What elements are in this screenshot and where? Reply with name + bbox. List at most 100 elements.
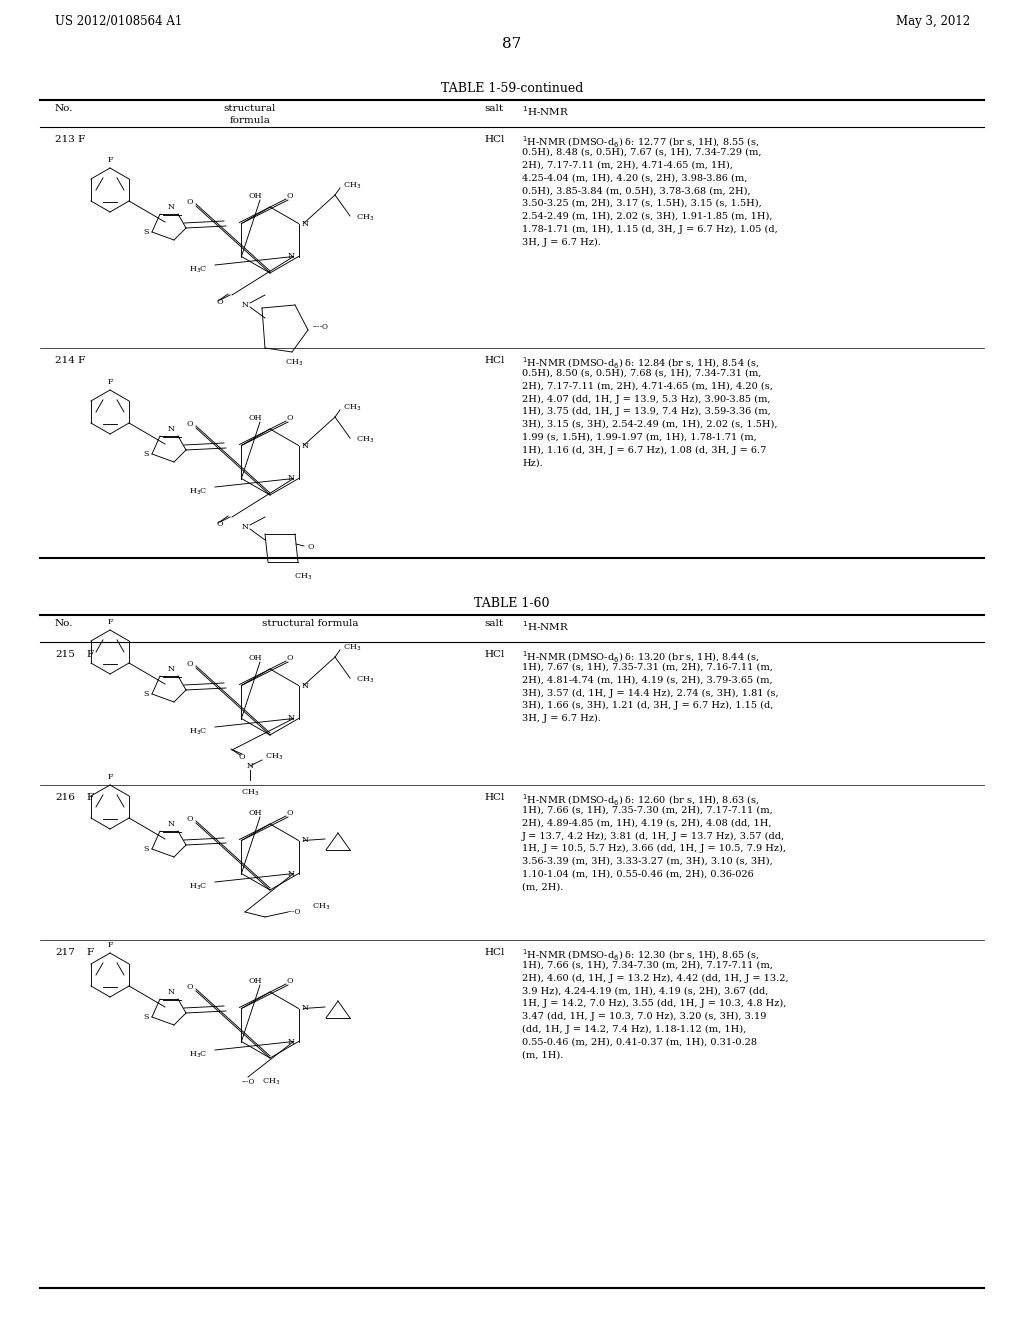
Text: O: O — [217, 520, 223, 528]
Text: 87: 87 — [503, 37, 521, 51]
Text: F: F — [108, 618, 113, 626]
Text: HCl: HCl — [484, 135, 505, 144]
Text: N: N — [168, 425, 174, 433]
Text: CH$_3$: CH$_3$ — [343, 643, 361, 653]
Text: F: F — [108, 774, 113, 781]
Text: 2H), 4.07 (dd, 1H, J = 13.9, 5.3 Hz), 3.90-3.85 (m,: 2H), 4.07 (dd, 1H, J = 13.9, 5.3 Hz), 3.… — [522, 395, 770, 404]
Text: structural formula: structural formula — [262, 619, 358, 628]
Text: N: N — [247, 762, 254, 770]
Text: CH$_3$: CH$_3$ — [294, 572, 312, 582]
Text: 0.5H), 3.85-3.84 (m, 0.5H), 3.78-3.68 (m, 2H),: 0.5H), 3.85-3.84 (m, 0.5H), 3.78-3.68 (m… — [522, 186, 751, 195]
Text: 3.9 Hz), 4.24-4.19 (m, 1H), 4.19 (s, 2H), 3.67 (dd,: 3.9 Hz), 4.24-4.19 (m, 1H), 4.19 (s, 2H)… — [522, 986, 768, 995]
Text: H$_3$C: H$_3$C — [189, 1049, 208, 1060]
Text: $^1$H-NMR (DMSO-d$_6$) δ: 13.20 (br s, 1H), 8.44 (s,: $^1$H-NMR (DMSO-d$_6$) δ: 13.20 (br s, 1… — [522, 649, 760, 665]
Text: N: N — [302, 219, 309, 227]
Text: 3.50-3.25 (m, 2H), 3.17 (s, 1.5H), 3.15 (s, 1.5H),: 3.50-3.25 (m, 2H), 3.17 (s, 1.5H), 3.15 … — [522, 199, 762, 209]
Text: O: O — [287, 809, 293, 817]
Text: J = 13.7, 4.2 Hz), 3.81 (d, 1H, J = 13.7 Hz), 3.57 (dd,: J = 13.7, 4.2 Hz), 3.81 (d, 1H, J = 13.7… — [522, 832, 785, 841]
Text: N: N — [288, 870, 295, 878]
Text: F: F — [86, 948, 93, 957]
Text: 1.78-1.71 (m, 1H), 1.15 (d, 3H, J = 6.7 Hz), 1.05 (d,: 1.78-1.71 (m, 1H), 1.15 (d, 3H, J = 6.7 … — [522, 224, 778, 234]
Text: S: S — [143, 1012, 148, 1020]
Text: 2H), 4.81-4.74 (m, 1H), 4.19 (s, 2H), 3.79-3.65 (m,: 2H), 4.81-4.74 (m, 1H), 4.19 (s, 2H), 3.… — [522, 676, 773, 685]
Text: CH$_3$: CH$_3$ — [356, 213, 375, 223]
Text: O: O — [287, 653, 293, 663]
Text: O: O — [287, 977, 293, 985]
Text: salt: salt — [484, 104, 503, 114]
Text: formula: formula — [229, 116, 270, 125]
Text: F: F — [108, 941, 113, 949]
Text: O: O — [186, 814, 194, 822]
Text: (m, 2H).: (m, 2H). — [522, 883, 563, 891]
Text: salt: salt — [484, 619, 503, 628]
Text: 0.55-0.46 (m, 2H), 0.41-0.37 (m, 1H), 0.31-0.28: 0.55-0.46 (m, 2H), 0.41-0.37 (m, 1H), 0.… — [522, 1038, 757, 1047]
Text: ---O: ---O — [242, 1078, 255, 1086]
Text: 2H), 4.89-4.85 (m, 1H), 4.19 (s, 2H), 4.08 (dd, 1H,: 2H), 4.89-4.85 (m, 1H), 4.19 (s, 2H), 4.… — [522, 818, 771, 828]
Text: N: N — [242, 523, 249, 531]
Text: O: O — [186, 983, 194, 991]
Text: 1H), 7.66 (s, 1H), 7.34-7.30 (m, 2H), 7.17-7.11 (m,: 1H), 7.66 (s, 1H), 7.34-7.30 (m, 2H), 7.… — [522, 961, 773, 970]
Text: N: N — [168, 987, 174, 997]
Text: ----O: ----O — [313, 323, 329, 331]
Text: 1H, J = 10.5, 5.7 Hz), 3.66 (dd, 1H, J = 10.5, 7.9 Hz),: 1H, J = 10.5, 5.7 Hz), 3.66 (dd, 1H, J =… — [522, 845, 786, 853]
Text: US 2012/0108564 A1: US 2012/0108564 A1 — [55, 15, 182, 28]
Text: CH$_3$: CH$_3$ — [312, 902, 331, 912]
Text: HCl: HCl — [484, 356, 505, 366]
Text: F: F — [86, 649, 93, 659]
Text: No.: No. — [55, 619, 74, 628]
Text: 3H, J = 6.7 Hz).: 3H, J = 6.7 Hz). — [522, 714, 601, 723]
Text: S: S — [143, 845, 148, 853]
Text: CH$_3$: CH$_3$ — [356, 675, 375, 685]
Text: O: O — [239, 752, 246, 762]
Text: CH$_3$: CH$_3$ — [356, 434, 375, 445]
Text: 3H, J = 6.7 Hz).: 3H, J = 6.7 Hz). — [522, 238, 601, 247]
Text: O: O — [186, 420, 194, 428]
Text: 3.56-3.39 (m, 3H), 3.33-3.27 (m, 3H), 3.10 (s, 3H),: 3.56-3.39 (m, 3H), 3.33-3.27 (m, 3H), 3.… — [522, 857, 773, 866]
Text: CH$_3$: CH$_3$ — [343, 403, 361, 413]
Text: $^1$H-NMR (DMSO-d$_6$) δ: 12.84 (br s, 1H), 8.54 (s,: $^1$H-NMR (DMSO-d$_6$) δ: 12.84 (br s, 1… — [522, 356, 760, 371]
Text: O: O — [186, 660, 194, 668]
Text: CH$_3$: CH$_3$ — [265, 752, 284, 762]
Text: N: N — [302, 837, 309, 845]
Text: CH$_3$: CH$_3$ — [343, 181, 361, 191]
Text: 1.99 (s, 1.5H), 1.99-1.97 (m, 1H), 1.78-1.71 (m,: 1.99 (s, 1.5H), 1.99-1.97 (m, 1H), 1.78-… — [522, 433, 757, 442]
Text: N: N — [242, 301, 249, 309]
Text: 3H), 3.15 (s, 3H), 2.54-2.49 (m, 1H), 2.02 (s, 1.5H),: 3H), 3.15 (s, 3H), 2.54-2.49 (m, 1H), 2.… — [522, 420, 777, 429]
Text: N: N — [302, 681, 309, 689]
Text: N: N — [168, 203, 174, 211]
Text: 0.5H), 8.48 (s, 0.5H), 7.67 (s, 1H), 7.34-7.29 (m,: 0.5H), 8.48 (s, 0.5H), 7.67 (s, 1H), 7.3… — [522, 148, 762, 157]
Text: 0.5H), 8.50 (s, 0.5H), 7.68 (s, 1H), 7.34-7.31 (m,: 0.5H), 8.50 (s, 0.5H), 7.68 (s, 1H), 7.3… — [522, 368, 762, 378]
Text: May 3, 2012: May 3, 2012 — [896, 15, 970, 28]
Text: 2H), 7.17-7.11 (m, 2H), 4.71-4.65 (m, 1H),: 2H), 7.17-7.11 (m, 2H), 4.71-4.65 (m, 1H… — [522, 161, 733, 169]
Text: 1H), 7.67 (s, 1H), 7.35-7.31 (m, 2H), 7.16-7.11 (m,: 1H), 7.67 (s, 1H), 7.35-7.31 (m, 2H), 7.… — [522, 663, 773, 672]
Text: N: N — [288, 474, 295, 483]
Text: H$_3$C: H$_3$C — [189, 265, 208, 276]
Text: S: S — [143, 450, 148, 458]
Text: OH: OH — [248, 653, 262, 663]
Text: OH: OH — [248, 809, 262, 817]
Text: CH$_3$: CH$_3$ — [285, 358, 303, 368]
Text: structural: structural — [224, 104, 276, 114]
Text: No.: No. — [55, 104, 74, 114]
Text: OH: OH — [248, 977, 262, 985]
Text: HCl: HCl — [484, 948, 505, 957]
Text: F: F — [86, 793, 93, 803]
Text: H$_3$C: H$_3$C — [189, 727, 208, 738]
Text: N: N — [168, 820, 174, 828]
Text: 3.47 (dd, 1H, J = 10.3, 7.0 Hz), 3.20 (s, 3H), 3.19: 3.47 (dd, 1H, J = 10.3, 7.0 Hz), 3.20 (s… — [522, 1012, 766, 1022]
Text: OH: OH — [248, 414, 262, 422]
Text: CH$_3$: CH$_3$ — [241, 787, 259, 797]
Text: 2H), 7.17-7.11 (m, 2H), 4.71-4.65 (m, 1H), 4.20 (s,: 2H), 7.17-7.11 (m, 2H), 4.71-4.65 (m, 1H… — [522, 381, 773, 391]
Text: N: N — [302, 441, 309, 450]
Text: TABLE 1-59-continued: TABLE 1-59-continued — [440, 82, 584, 95]
Text: HCl: HCl — [484, 649, 505, 659]
Text: 3H), 1.66 (s, 3H), 1.21 (d, 3H, J = 6.7 Hz), 1.15 (d,: 3H), 1.66 (s, 3H), 1.21 (d, 3H, J = 6.7 … — [522, 701, 773, 710]
Text: F: F — [108, 378, 113, 385]
Text: O: O — [186, 198, 194, 206]
Text: O: O — [287, 191, 293, 201]
Text: CH$_3$: CH$_3$ — [262, 1077, 281, 1088]
Text: $^1$H-NMR (DMSO-d$_6$) δ: 12.77 (br s, 1H), 8.55 (s,: $^1$H-NMR (DMSO-d$_6$) δ: 12.77 (br s, 1… — [522, 135, 760, 150]
Text: 2H), 4.60 (d, 1H, J = 13.2 Hz), 4.42 (dd, 1H, J = 13.2,: 2H), 4.60 (d, 1H, J = 13.2 Hz), 4.42 (dd… — [522, 974, 788, 982]
Text: Hz).: Hz). — [522, 458, 543, 467]
Text: TABLE 1-60: TABLE 1-60 — [474, 597, 550, 610]
